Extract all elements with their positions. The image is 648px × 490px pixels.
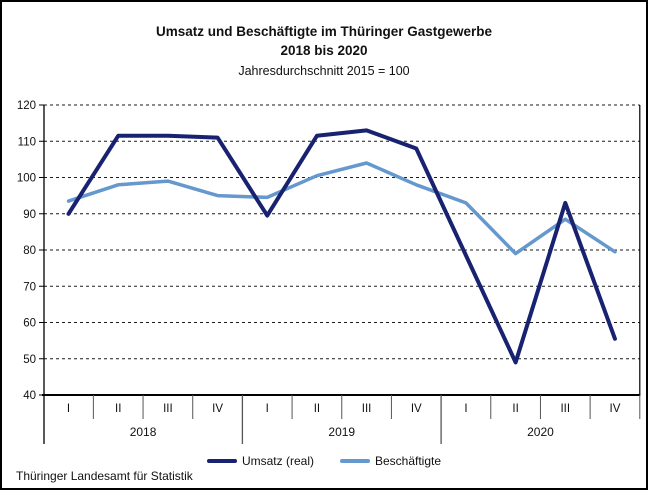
- legend-label: Beschäftigte: [374, 454, 442, 468]
- y-axis-label: 120: [17, 100, 36, 112]
- quarter-label: II: [115, 403, 121, 415]
- y-axis-label: 50: [23, 354, 36, 366]
- quarter-label: IV: [610, 403, 621, 415]
- quarter-label: III: [560, 403, 570, 415]
- y-axis-label: 90: [23, 209, 36, 221]
- legend-label: Umsatz (real): [241, 454, 314, 468]
- quarter-label: IV: [411, 403, 422, 415]
- year-label: 2020: [527, 425, 554, 439]
- source-note: Thüringer Landesamt für Statistik: [16, 469, 193, 483]
- series-line-besch-ftigte: [66, 161, 617, 256]
- quarter-label: II: [512, 403, 518, 415]
- quarter-label: I: [67, 403, 70, 415]
- series-line-umsatz-real: [66, 128, 617, 365]
- quarter-label: II: [314, 403, 320, 415]
- year-label: 2018: [130, 425, 157, 439]
- y-axis-label: 80: [23, 245, 36, 257]
- y-axis-label: 110: [18, 136, 36, 148]
- y-axis-label: 40: [23, 390, 36, 402]
- legend-line-swatch: [339, 459, 370, 463]
- chart-header: Umsatz und Beschäftigte im Thüringer Gas…: [2, 22, 646, 80]
- chart-title-line1: Umsatz und Beschäftigte im Thüringer Gas…: [155, 24, 493, 39]
- chart-title-line2: 2018 bis 2020: [280, 43, 368, 58]
- y-axis-label: 70: [23, 281, 36, 293]
- y-axis-label: 100: [17, 173, 36, 185]
- chart-subtitle: Jahresdurchschnitt 2015 = 100: [238, 64, 410, 78]
- legend-item-umsatz-real: Umsatz (real): [206, 454, 314, 468]
- year-label: 2019: [328, 425, 355, 439]
- quarter-label: I: [266, 403, 269, 415]
- chart-legend: Umsatz (real) Beschäftigte: [2, 454, 646, 468]
- quarter-label: III: [362, 403, 372, 415]
- quarter-label: III: [163, 403, 173, 415]
- quarter-label: I: [464, 403, 467, 415]
- quarter-label: IV: [212, 403, 223, 415]
- y-axis-label: 60: [23, 318, 36, 330]
- legend-item-besch-ftigte: Beschäftigte: [339, 454, 442, 468]
- legend-line-swatch: [206, 459, 237, 463]
